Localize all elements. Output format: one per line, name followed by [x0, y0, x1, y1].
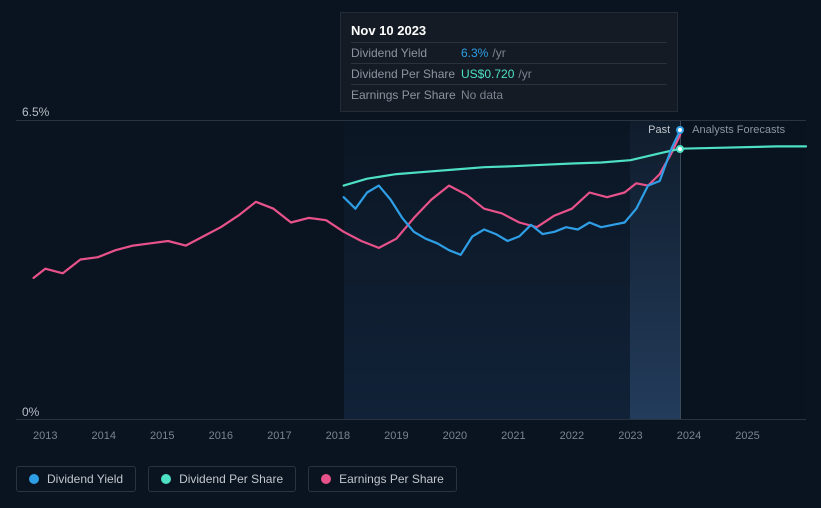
- dps-marker-dot: [676, 145, 684, 153]
- tooltip-row-label: Dividend Per Share: [351, 67, 461, 81]
- tooltip-row: Dividend Per Share US$0.720 /yr: [351, 63, 667, 84]
- x-tick: 2019: [384, 430, 408, 442]
- y-axis-top-label: 6.5%: [22, 105, 49, 119]
- tooltip-row-label: Earnings Per Share: [351, 88, 461, 102]
- tooltip-row-unit: /yr: [518, 67, 531, 81]
- legend-item-earnings-per-share[interactable]: Earnings Per Share: [308, 466, 457, 492]
- tooltip-row-value: US$0.720: [461, 67, 514, 81]
- legend-item-dividend-per-share[interactable]: Dividend Per Share: [148, 466, 296, 492]
- x-tick: 2022: [560, 430, 584, 442]
- tooltip-date: Nov 10 2023: [351, 19, 667, 42]
- forecast-marker-label: Analysts Forecasts: [692, 124, 785, 136]
- legend-swatch: [29, 474, 39, 484]
- legend-item-dividend-yield[interactable]: Dividend Yield: [16, 466, 136, 492]
- x-tick: 2023: [618, 430, 642, 442]
- legend-item-label: Dividend Per Share: [179, 472, 283, 486]
- x-tick: 2014: [92, 430, 116, 442]
- chart-tooltip: Nov 10 2023 Dividend Yield 6.3% /yr Divi…: [340, 12, 678, 112]
- legend-swatch: [321, 474, 331, 484]
- x-tick: 2017: [267, 430, 291, 442]
- x-tick: 2025: [735, 430, 759, 442]
- tooltip-row-label: Dividend Yield: [351, 46, 461, 60]
- x-tick: 2021: [501, 430, 525, 442]
- yield-marker-dot: [676, 126, 684, 134]
- legend-swatch: [161, 474, 171, 484]
- plot-area: Past Analysts Forecasts: [16, 120, 806, 420]
- x-tick: 2020: [443, 430, 467, 442]
- tooltip-row: Earnings Per Share No data: [351, 84, 667, 105]
- chart-lines-svg: [16, 121, 806, 421]
- x-tick: 2015: [150, 430, 174, 442]
- tooltip-row-value: 6.3%: [461, 46, 488, 60]
- tooltip-row: Dividend Yield 6.3% /yr: [351, 42, 667, 63]
- past-marker-label: Past: [648, 124, 670, 136]
- x-axis: 2013 2014 2015 2016 2017 2018 2019 2020 2021 2022…: [16, 430, 806, 450]
- x-tick: 2016: [209, 430, 233, 442]
- x-tick: 2013: [33, 430, 57, 442]
- chart-legend: Dividend Yield Dividend Per Share Earnin…: [16, 466, 457, 492]
- dividend-yield-line: [344, 130, 681, 255]
- x-tick: 2024: [677, 430, 701, 442]
- tooltip-row-unit: /yr: [492, 46, 505, 60]
- legend-item-label: Earnings Per Share: [339, 472, 444, 486]
- legend-item-label: Dividend Yield: [47, 472, 123, 486]
- dividend-per-share-line: [344, 146, 806, 185]
- tooltip-row-value: No data: [461, 88, 503, 102]
- dividend-chart[interactable]: 6.5% 0% Past Analysts Forecasts: [16, 100, 806, 425]
- x-tick: 2018: [326, 430, 350, 442]
